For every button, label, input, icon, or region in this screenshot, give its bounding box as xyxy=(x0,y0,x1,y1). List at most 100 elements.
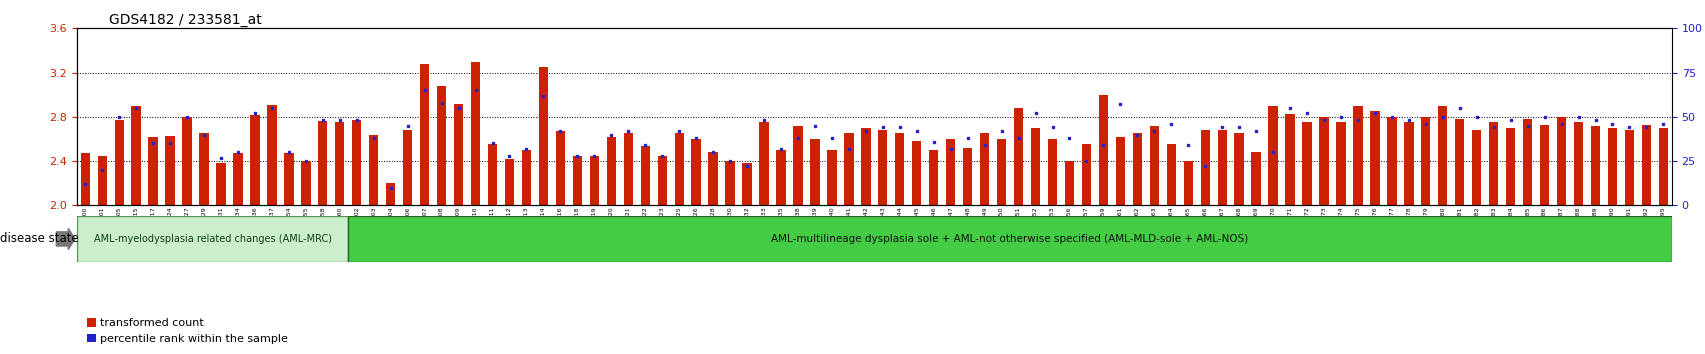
Bar xyxy=(742,163,752,205)
Bar xyxy=(861,128,870,205)
Bar xyxy=(827,150,835,205)
Bar xyxy=(1403,122,1413,205)
Bar xyxy=(348,216,1671,262)
Bar xyxy=(1506,128,1514,205)
Bar xyxy=(1047,139,1057,205)
Bar xyxy=(878,130,887,205)
Bar xyxy=(436,86,447,205)
Bar xyxy=(673,133,684,205)
Bar xyxy=(1623,130,1633,205)
Bar xyxy=(708,152,718,205)
Bar xyxy=(97,155,107,205)
Bar xyxy=(1335,122,1345,205)
Bar xyxy=(1284,114,1294,205)
Legend: transformed count, percentile rank within the sample: transformed count, percentile rank withi… xyxy=(82,314,292,348)
Bar xyxy=(114,120,124,205)
Bar xyxy=(148,137,157,205)
Bar xyxy=(317,121,327,205)
Bar xyxy=(1640,125,1650,205)
Bar xyxy=(1269,106,1277,205)
Bar xyxy=(776,150,786,205)
Bar xyxy=(505,159,513,205)
Bar xyxy=(639,145,650,205)
Bar xyxy=(368,135,379,205)
Bar xyxy=(912,141,921,205)
Bar xyxy=(1030,128,1040,205)
Bar xyxy=(385,183,396,205)
Bar xyxy=(1454,119,1463,205)
Bar xyxy=(454,104,464,205)
Bar xyxy=(165,136,174,205)
Bar xyxy=(1251,152,1260,205)
Bar xyxy=(1606,128,1616,205)
Bar xyxy=(77,216,348,262)
Bar xyxy=(946,139,955,205)
Bar xyxy=(302,161,310,205)
Bar xyxy=(471,62,479,205)
Bar xyxy=(996,139,1006,205)
Bar xyxy=(1132,133,1141,205)
Bar xyxy=(1352,106,1362,205)
Bar xyxy=(1013,108,1023,205)
Bar xyxy=(285,153,293,205)
Bar xyxy=(1471,130,1480,205)
Bar xyxy=(1149,126,1158,205)
Bar xyxy=(80,153,90,205)
Bar xyxy=(656,155,667,205)
Bar xyxy=(1200,130,1209,205)
Bar xyxy=(234,153,242,205)
Bar xyxy=(556,131,564,205)
Bar xyxy=(725,161,735,205)
Bar xyxy=(1540,125,1548,205)
Bar xyxy=(1591,126,1599,205)
Bar xyxy=(1217,130,1226,205)
Bar xyxy=(810,139,818,205)
Bar xyxy=(1064,161,1074,205)
Bar xyxy=(419,64,430,205)
Bar xyxy=(1386,117,1396,205)
Bar xyxy=(1166,144,1175,205)
Bar xyxy=(1437,106,1446,205)
Bar xyxy=(590,155,598,205)
Bar xyxy=(131,106,142,205)
Bar xyxy=(1081,144,1091,205)
Bar xyxy=(1115,137,1124,205)
Bar xyxy=(1318,117,1328,205)
Bar xyxy=(488,144,496,205)
Bar xyxy=(979,133,989,205)
Bar xyxy=(1420,117,1430,205)
Bar xyxy=(573,155,581,205)
Bar xyxy=(522,150,530,205)
Bar xyxy=(1574,122,1582,205)
Text: AML-myelodysplasia related changes (AML-MRC): AML-myelodysplasia related changes (AML-… xyxy=(94,234,331,244)
Bar xyxy=(182,117,191,205)
Bar xyxy=(334,122,344,205)
Bar xyxy=(1183,161,1192,205)
Bar xyxy=(251,115,259,205)
Bar xyxy=(607,137,616,205)
Text: disease state: disease state xyxy=(0,233,78,245)
Bar xyxy=(759,122,769,205)
Bar xyxy=(1369,111,1379,205)
Bar xyxy=(624,133,633,205)
Bar xyxy=(929,150,938,205)
Bar xyxy=(268,105,276,205)
Bar xyxy=(199,133,208,205)
Text: GDS4182 / 233581_at: GDS4182 / 233581_at xyxy=(109,13,261,27)
Bar xyxy=(1657,128,1667,205)
Text: AML-multilineage dysplasia sole + AML-not otherwise specified (AML-MLD-sole + AM: AML-multilineage dysplasia sole + AML-no… xyxy=(771,234,1248,244)
Bar xyxy=(1557,117,1565,205)
Bar xyxy=(402,130,413,205)
Bar xyxy=(962,148,972,205)
Bar xyxy=(1234,133,1243,205)
Bar xyxy=(1523,119,1531,205)
Bar xyxy=(691,139,701,205)
Bar xyxy=(351,120,361,205)
Bar xyxy=(539,67,547,205)
Bar xyxy=(895,133,904,205)
Bar xyxy=(1098,95,1108,205)
Bar xyxy=(793,126,801,205)
Bar xyxy=(1301,122,1311,205)
Bar xyxy=(217,163,225,205)
Bar xyxy=(1488,122,1497,205)
